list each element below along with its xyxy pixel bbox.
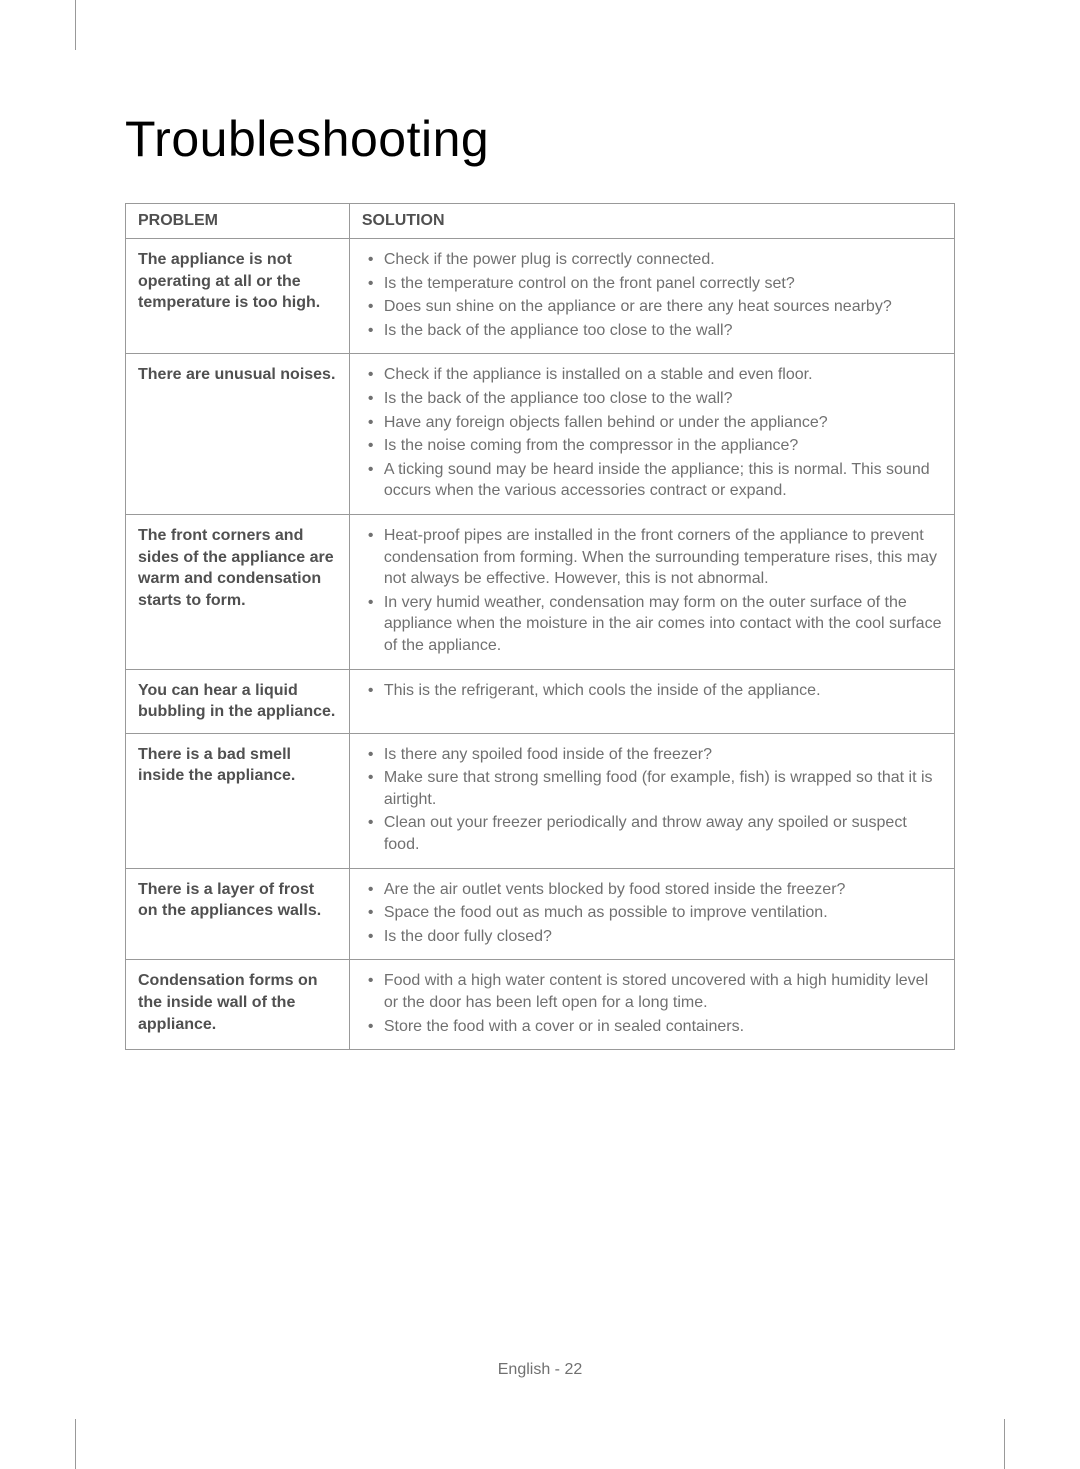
solution-list: Heat-proof pipes are installed in the fr… [362, 525, 942, 657]
solution-cell: Food with a high water content is stored… [349, 960, 954, 1050]
problem-cell: The appliance is not operating at all or… [126, 239, 350, 354]
solution-item: Heat-proof pipes are installed in the fr… [362, 525, 942, 590]
solution-item: A ticking sound may be heard inside the … [362, 459, 942, 502]
troubleshooting-table: PROBLEM SOLUTION The appliance is not op… [125, 203, 955, 1050]
table-row: There are unusual noises. Check if the ap… [126, 354, 955, 515]
header-problem: PROBLEM [126, 204, 350, 239]
crop-mark [1004, 1419, 1005, 1469]
solution-item: Is the door fully closed? [362, 926, 942, 948]
table-row: There is a bad smell inside the applianc… [126, 733, 955, 868]
solution-cell: Check if the power plug is correctly con… [349, 239, 954, 354]
solution-item: Is the temperature control on the front … [362, 273, 942, 295]
solution-item: Is the back of the appliance too close t… [362, 388, 942, 410]
page-container: Troubleshooting PROBLEM SOLUTION The app… [0, 0, 1080, 1050]
table-row: There is a layer of frost on the applian… [126, 868, 955, 960]
solution-item: Space the food out as much as possible t… [362, 902, 942, 924]
solution-cell: Are the air outlet vents blocked by food… [349, 868, 954, 960]
table-body: The appliance is not operating at all or… [126, 239, 955, 1050]
problem-cell: You can hear a liquid bubbling in the ap… [126, 669, 350, 733]
table-row: Condensation forms on the inside wall of… [126, 960, 955, 1050]
solution-cell: Heat-proof pipes are installed in the fr… [349, 514, 954, 669]
header-solution: SOLUTION [349, 204, 954, 239]
crop-mark [75, 0, 76, 50]
solution-list: Check if the appliance is installed on a… [362, 364, 942, 502]
problem-cell: The front corners and sides of the appli… [126, 514, 350, 669]
solution-list: Is there any spoiled food inside of the … [362, 744, 942, 856]
solution-list: This is the refrigerant, which cools the… [362, 680, 942, 702]
solution-item: In very humid weather, condensation may … [362, 592, 942, 657]
table-row: The front corners and sides of the appli… [126, 514, 955, 669]
page-footer: English - 22 [0, 1361, 1080, 1379]
solution-cell: Check if the appliance is installed on a… [349, 354, 954, 515]
solution-item: Make sure that strong smelling food (for… [362, 767, 942, 810]
problem-cell: There are unusual noises. [126, 354, 350, 515]
solution-item: Is the back of the appliance too close t… [362, 320, 942, 342]
solution-item: Check if the appliance is installed on a… [362, 364, 942, 386]
problem-cell: There is a layer of frost on the applian… [126, 868, 350, 960]
solution-item: Clean out your freezer periodically and … [362, 812, 942, 855]
solution-list: Are the air outlet vents blocked by food… [362, 879, 942, 948]
page-title: Troubleshooting [125, 110, 955, 168]
solution-item: Check if the power plug is correctly con… [362, 249, 942, 271]
solution-item: Does sun shine on the appliance or are t… [362, 296, 942, 318]
table-row: You can hear a liquid bubbling in the ap… [126, 669, 955, 733]
problem-cell: There is a bad smell inside the applianc… [126, 733, 350, 868]
solution-cell: Is there any spoiled food inside of the … [349, 733, 954, 868]
solution-item: Have any foreign objects fallen behind o… [362, 412, 942, 434]
solution-item: Are the air outlet vents blocked by food… [362, 879, 942, 901]
solution-item: Is there any spoiled food inside of the … [362, 744, 942, 766]
problem-cell: Condensation forms on the inside wall of… [126, 960, 350, 1050]
solution-item: Food with a high water content is stored… [362, 970, 942, 1013]
solution-item: This is the refrigerant, which cools the… [362, 680, 942, 702]
solution-cell: This is the refrigerant, which cools the… [349, 669, 954, 733]
solution-list: Check if the power plug is correctly con… [362, 249, 942, 341]
solution-item: Store the food with a cover or in sealed… [362, 1016, 942, 1038]
table-row: The appliance is not operating at all or… [126, 239, 955, 354]
crop-mark [75, 1419, 76, 1469]
solution-item: Is the noise coming from the compressor … [362, 435, 942, 457]
solution-list: Food with a high water content is stored… [362, 970, 942, 1037]
